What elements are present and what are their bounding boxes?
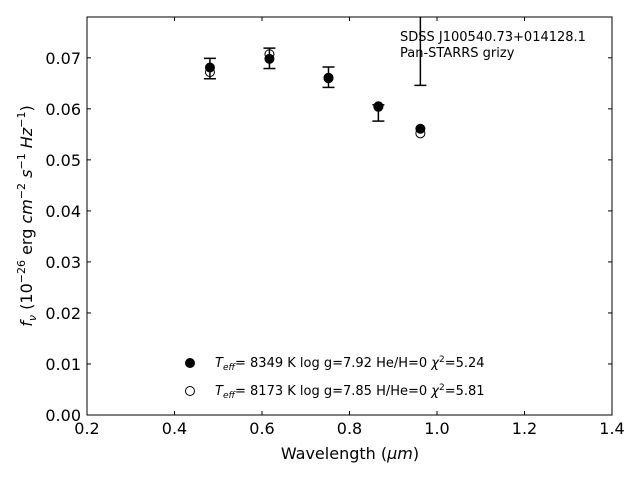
y-tick-label: 0.01 — [45, 355, 81, 374]
x-tick-label: 0.4 — [162, 419, 187, 438]
y-axis-label: fν (10−26 erg cm−2 s−1 Hz−1) — [15, 105, 39, 326]
model-point-open — [415, 128, 426, 139]
annotation: SDSS J100540.73+014128.1 Pan-STARRS griz… — [400, 30, 586, 61]
y-tick-label: 0.04 — [45, 202, 81, 221]
y-tick-label: 0.03 — [45, 253, 81, 272]
annotation-line-2: Pan-STARRS grizy — [400, 46, 515, 61]
x-axis-label: Wavelength (μm) — [281, 444, 419, 463]
y-tick-label: 0.02 — [45, 304, 81, 323]
plot-frame — [86, 16, 613, 416]
y-tick-label: 0.06 — [45, 100, 81, 119]
x-tick-label: 1.4 — [599, 419, 624, 438]
x-tick-label: 0.8 — [337, 419, 362, 438]
y-tick-label: 0.00 — [45, 406, 81, 425]
y-tick-label: 0.05 — [45, 151, 81, 170]
legend-entry-2: Teff= 8173 K log g=7.85 H/He=0 χ2=5.81 — [215, 383, 485, 401]
legend: Teff= 8349 K log g=7.92 He/H=0 χ2=5.24 T… — [185, 355, 485, 401]
legend-marker-filled — [185, 358, 195, 368]
annotation-line-1: SDSS J100540.73+014128.1 — [400, 30, 586, 45]
x-tick-label: 0.2 — [74, 419, 99, 438]
errorbars-layer — [203, 17, 427, 122]
legend-entry-1: Teff= 8349 K log g=7.92 He/H=0 χ2=5.24 — [215, 355, 485, 373]
points-layer — [204, 49, 426, 139]
x-tick-label: 1.0 — [424, 419, 449, 438]
model-point-open — [323, 73, 334, 84]
model-point-open — [204, 67, 215, 78]
x-tick-label: 0.6 — [249, 419, 274, 438]
legend-marker-open — [185, 386, 195, 396]
y-tick-label: 0.07 — [45, 49, 81, 68]
x-tick-label: 1.2 — [512, 419, 537, 438]
model-point-open — [373, 101, 384, 112]
model-point-open — [264, 49, 275, 60]
ticks-layer: 0.2 0.4 0.6 0.8 1.0 1.2 1.4 0.00 0.01 0.02 0.03 0.0… — [45, 17, 625, 438]
